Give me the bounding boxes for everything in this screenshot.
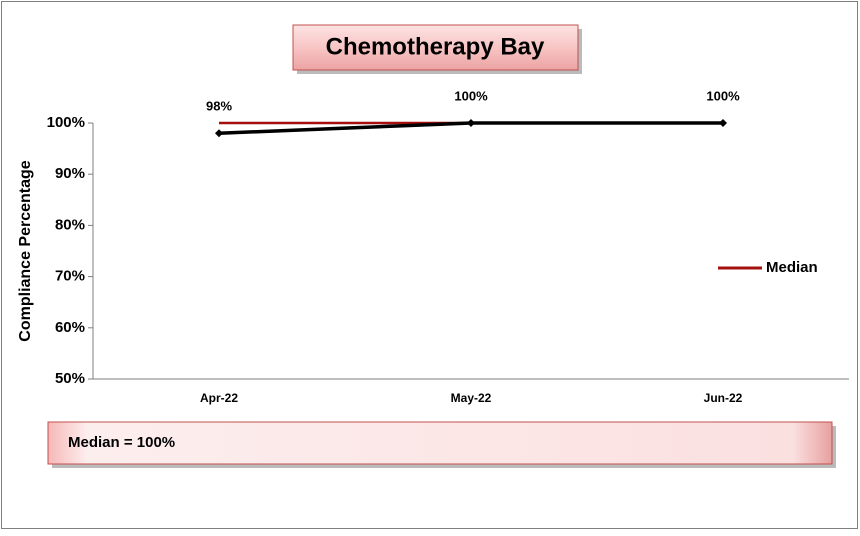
annotation: Median = 100% [68, 434, 175, 451]
y-tick-label: 80% [55, 216, 85, 233]
x-tick-label: May-22 [451, 391, 492, 405]
data-label: 100% [454, 88, 488, 103]
y-tick-label: 100% [47, 114, 85, 131]
x-tick-label: Jun-22 [704, 391, 743, 405]
y-tick-label: 50% [55, 370, 85, 387]
y-tick-label: 70% [55, 268, 85, 285]
legend-label: Median [766, 259, 818, 276]
y-tick-label: 60% [55, 319, 85, 336]
marker [215, 129, 223, 138]
x-tick-label: Apr-22 [200, 391, 238, 405]
data-label: 100% [706, 88, 740, 103]
data-label: 98% [206, 99, 232, 114]
marker [467, 119, 475, 127]
annotation-box [47, 421, 833, 465]
marker [719, 119, 727, 127]
chart-title: Chemotherapy Bay [326, 33, 545, 60]
y-tick-label: 90% [55, 165, 85, 182]
y-axis-label: Compliance Percentage [17, 160, 34, 342]
title-box [292, 24, 579, 71]
